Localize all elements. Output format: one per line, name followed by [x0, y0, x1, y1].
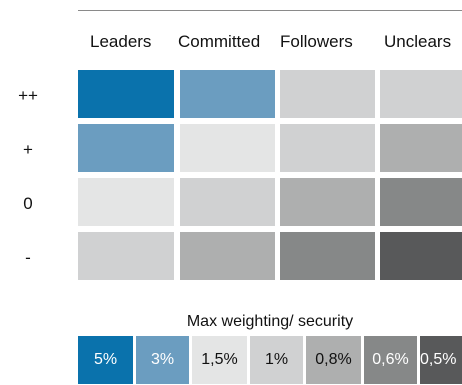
legend-swatch: 3% [136, 336, 189, 384]
row-label-zero: 0 [23, 194, 33, 213]
legend-swatch: 1% [250, 336, 303, 384]
legend-swatch: 5% [78, 336, 133, 384]
legend-swatch: 0,5% [420, 336, 462, 384]
top-rule [78, 10, 462, 11]
heatmap-cell [78, 232, 174, 280]
column-header-committed: Committed [178, 32, 261, 51]
legend-swatch-label: 5% [93, 351, 118, 368]
legend-swatch: 1,5% [192, 336, 247, 384]
heatmap-cell [280, 124, 375, 172]
heatmap-cell [180, 232, 275, 280]
legend-swatch: 0,8% [306, 336, 361, 384]
heatmap-cell [78, 124, 174, 172]
heatmap-cell [380, 124, 462, 172]
legend-swatch-label: 3% [150, 351, 175, 368]
legend-swatch-label: 1,5% [201, 351, 238, 368]
column-header-followers: Followers [280, 32, 353, 51]
column-header-unclears: Unclears [384, 32, 452, 51]
column-header-leaders: Leaders [90, 32, 152, 51]
heatmap-cell [180, 124, 275, 172]
heatmap-cell [180, 70, 275, 118]
row-label-plus: + [23, 140, 33, 159]
heatmap-cell [380, 232, 462, 280]
heatmap-cell [78, 70, 174, 118]
row-label-minus: - [25, 248, 31, 267]
heatmap-cell [380, 70, 462, 118]
legend-swatch-label: 0,5% [420, 351, 457, 368]
heatmap-cell [280, 70, 375, 118]
legend-title: Max weighting/ security [186, 313, 354, 330]
legend-swatch-label: 0,6% [372, 351, 409, 368]
heatmap-cell [280, 232, 375, 280]
heatmap-cell [78, 178, 174, 226]
legend-swatch-label: 1% [264, 351, 289, 368]
heatmap-cell [180, 178, 275, 226]
heatmap-cell [380, 178, 462, 226]
legend-swatch-label: 0,8% [315, 351, 352, 368]
heatmap-cell [280, 178, 375, 226]
row-label-plus-plus: ++ [18, 86, 38, 105]
legend-swatch: 0,6% [364, 336, 417, 384]
